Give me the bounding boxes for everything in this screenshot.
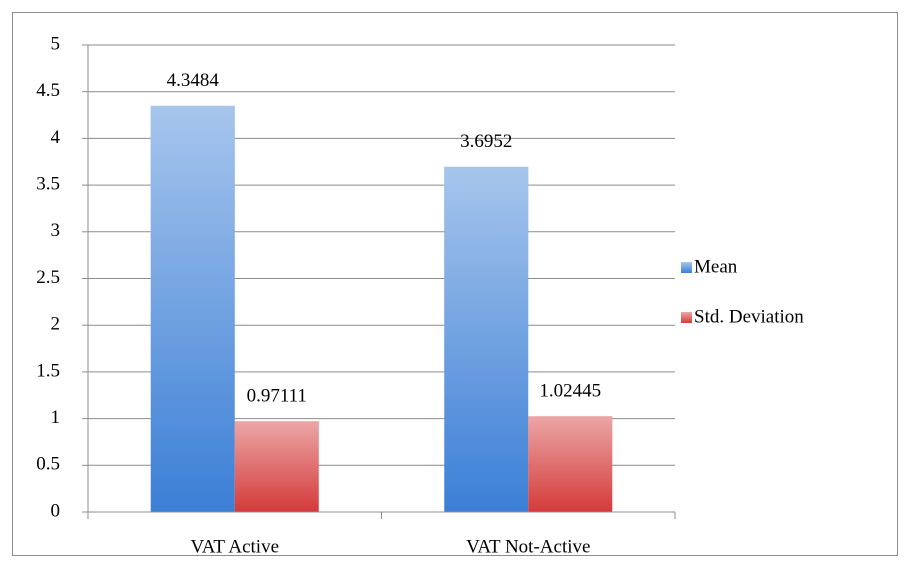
y-tick-label: 0	[51, 500, 61, 521]
x-tick-label: VAT Active	[191, 536, 280, 557]
y-tick-label: 0.5	[36, 454, 60, 475]
legend-swatch-shine	[681, 262, 692, 273]
x-tick-label: VAT Not-Active	[466, 536, 590, 557]
y-tick-label: 5	[51, 33, 61, 54]
y-tick-label: 2	[51, 314, 61, 335]
bar-shine	[444, 166, 529, 512]
y-tick-label: 4.5	[36, 80, 60, 101]
y-tick-label: 1.5	[36, 360, 60, 381]
y-tick-label: 3	[51, 220, 61, 241]
bar-shine	[150, 105, 235, 513]
data-label: 1.02445	[539, 381, 601, 402]
data-label: 0.97111	[247, 386, 307, 407]
legend-label: Std. Deviation	[694, 306, 804, 327]
y-tick-label: 3.5	[36, 173, 60, 194]
legend-swatch-shine	[681, 312, 692, 323]
y-tick-label: 1	[51, 407, 61, 428]
bar-shine	[234, 421, 319, 512]
legend-label: Mean	[694, 256, 738, 277]
y-tick-label: 4	[51, 127, 61, 148]
data-label: 3.6952	[460, 131, 512, 152]
y-tick-label: 2.5	[36, 267, 60, 288]
bar-shine	[528, 416, 613, 512]
data-label: 4.3484	[167, 70, 220, 91]
